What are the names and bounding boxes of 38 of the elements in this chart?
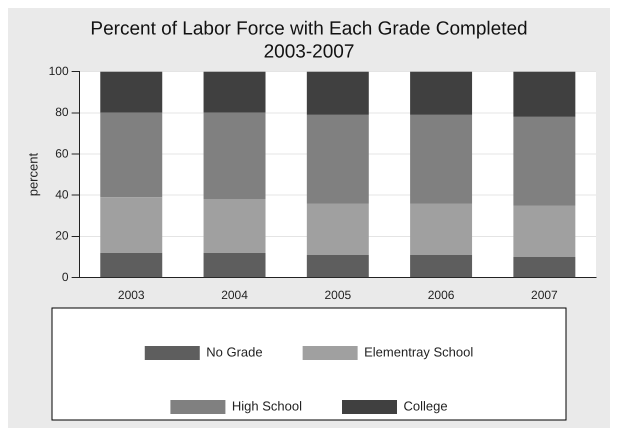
bar xyxy=(306,114,369,204)
legend-label: High School xyxy=(232,398,302,414)
y-tick-label: 100 xyxy=(48,64,69,78)
x-tick-label: 2003 xyxy=(118,288,145,302)
x-tick-label: 2006 xyxy=(428,288,455,302)
bar xyxy=(100,72,162,113)
y-tick-label: 20 xyxy=(55,228,69,243)
bar xyxy=(513,206,576,257)
legend-label: College xyxy=(404,398,448,414)
chart-title: Percent of Labor Force with Each Grade Completed xyxy=(90,18,528,40)
bar xyxy=(204,112,266,200)
bar xyxy=(513,257,576,278)
legend-label: No Grade xyxy=(206,344,263,360)
bar xyxy=(204,72,266,113)
bar xyxy=(513,116,576,206)
x-tick-label: 2004 xyxy=(221,288,248,302)
bar xyxy=(306,203,369,255)
bar xyxy=(204,252,266,278)
y-tick-label: 40 xyxy=(55,188,69,202)
bar xyxy=(410,203,472,255)
bar xyxy=(204,199,266,253)
bar xyxy=(410,72,472,115)
y-tick-label: 0 xyxy=(62,270,69,284)
y-axis-title: percent xyxy=(25,152,40,196)
chart-subtitle: 2003-2007 xyxy=(264,41,354,62)
legend-label: Elementray School xyxy=(364,344,474,360)
x-tick-label: 2007 xyxy=(531,288,558,302)
bar xyxy=(306,254,369,278)
bar xyxy=(100,252,162,278)
bar xyxy=(306,72,369,115)
y-tick-label: 80 xyxy=(55,105,69,120)
y-tick-label: 60 xyxy=(55,146,69,160)
bar xyxy=(513,72,576,117)
bar xyxy=(410,114,472,204)
x-tick-label: 2005 xyxy=(324,288,352,302)
bar xyxy=(100,197,162,253)
bar xyxy=(100,112,162,198)
bar xyxy=(410,254,472,278)
